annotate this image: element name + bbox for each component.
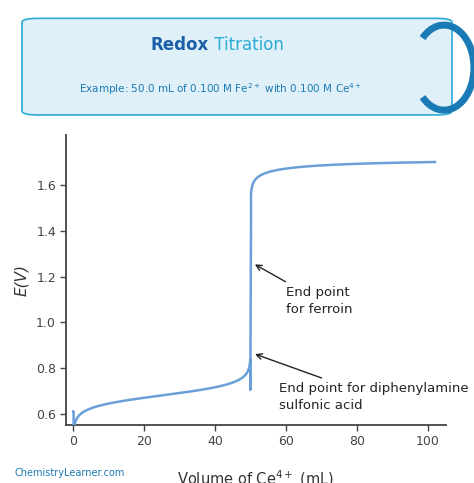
Y-axis label: E(V): E(V) bbox=[14, 264, 29, 296]
Text: Redox: Redox bbox=[151, 36, 209, 55]
FancyBboxPatch shape bbox=[22, 18, 452, 115]
Text: End point
for ferroin: End point for ferroin bbox=[256, 265, 353, 316]
Text: Example: 50.0 mL of 0.100 M Fe$^{2+}$ with 0.100 M Ce$^{4+}$: Example: 50.0 mL of 0.100 M Fe$^{2+}$ wi… bbox=[80, 81, 363, 97]
Text: Titration: Titration bbox=[209, 36, 284, 55]
Text: End point for diphenylamine
sulfonic acid: End point for diphenylamine sulfonic aci… bbox=[256, 354, 469, 412]
Text: ChemistryLearner.com: ChemistryLearner.com bbox=[14, 468, 125, 478]
Text: Volume of Ce$^{4+}$ (mL): Volume of Ce$^{4+}$ (mL) bbox=[177, 469, 335, 483]
